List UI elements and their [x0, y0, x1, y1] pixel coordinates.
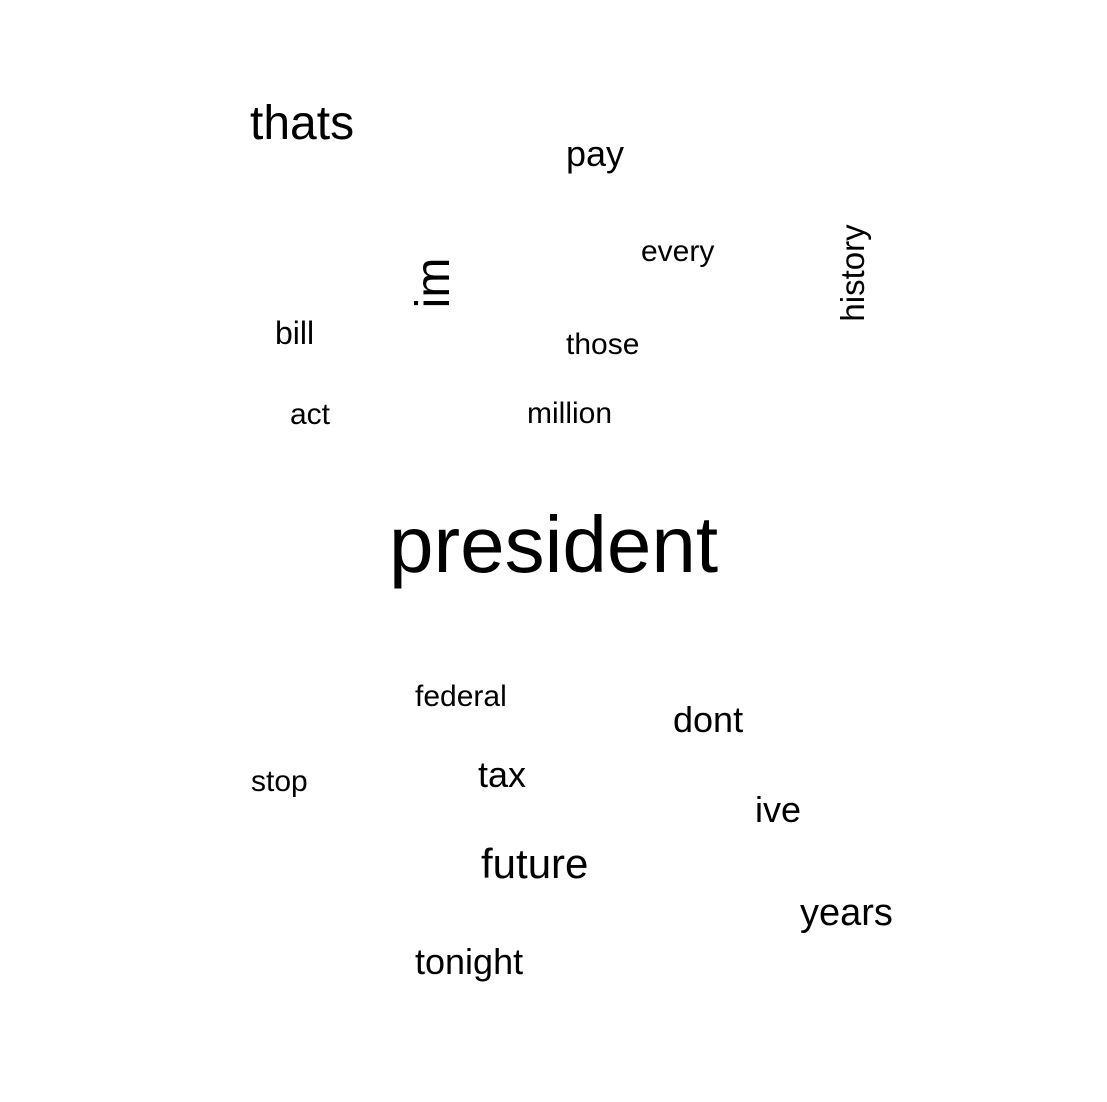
word-years: years	[800, 892, 893, 934]
word-bill: bill	[275, 315, 315, 351]
word-im: im	[407, 257, 460, 309]
word-dont: dont	[673, 699, 744, 740]
word-act: act	[290, 398, 331, 431]
word-president: president	[389, 500, 719, 589]
word-federal: federal	[415, 680, 507, 713]
word-thats: thats	[250, 97, 355, 150]
word-pay: pay	[566, 133, 625, 174]
word-history: history	[834, 224, 871, 322]
word-ive: ive	[755, 789, 802, 830]
word-every: every	[641, 235, 715, 268]
word-stop: stop	[251, 765, 308, 798]
word-tonight: tonight	[415, 941, 524, 982]
word-tax: tax	[478, 754, 527, 795]
word-those: those	[566, 328, 640, 361]
word-future: future	[481, 840, 589, 887]
word-million: million	[527, 397, 613, 430]
